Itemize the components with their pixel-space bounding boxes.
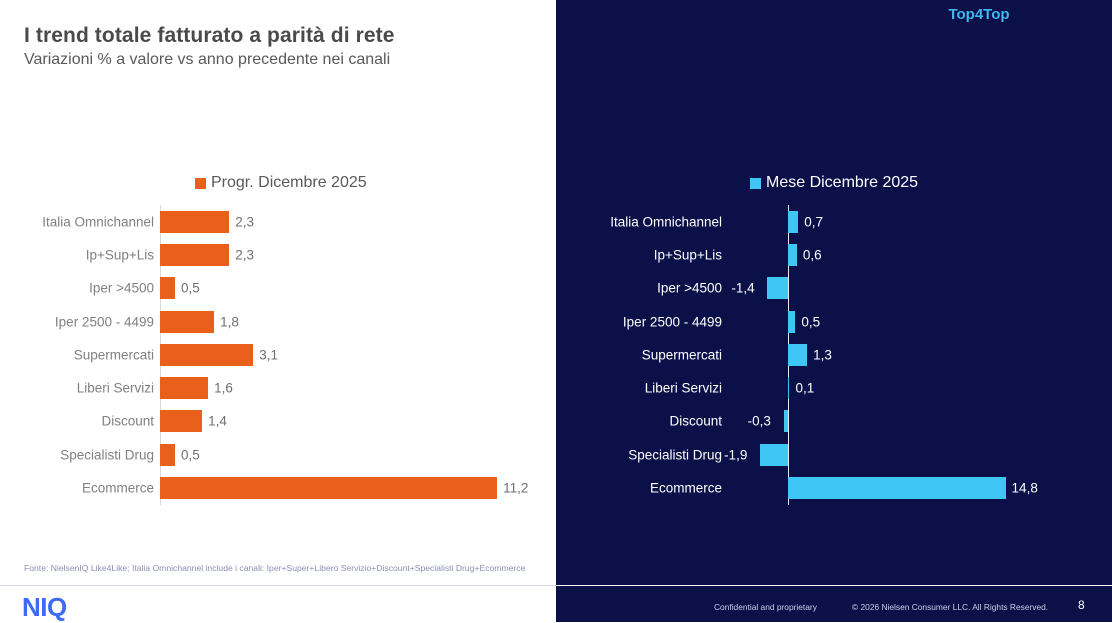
bar-category-label: Ip+Sup+Lis	[653, 247, 722, 263]
bar-value-label: 1,3	[813, 347, 832, 363]
footer-copyright: © 2026 Nielsen Consumer LLC. All Rights …	[852, 602, 1049, 612]
bar	[788, 210, 799, 233]
legend-progressivo: Progr. Dicembre 2025	[195, 174, 367, 192]
chart-row: Ip+Sup+Lis 2,3	[0, 238, 556, 271]
left-panel	[0, 0, 556, 622]
bar-value-label: 0,5	[181, 280, 200, 296]
bar-category-label: Iper >4500	[89, 280, 154, 296]
bar	[788, 477, 1006, 500]
bar	[788, 310, 796, 333]
chart-row: Iper 2500 - 4499 0,5	[556, 305, 1112, 338]
bar-category-label: Italia Omnichannel	[42, 214, 154, 230]
page-number: 8	[1078, 598, 1085, 612]
bar-category-label: Discount	[669, 413, 722, 429]
bar-value-label: 0,7	[804, 214, 824, 230]
page-subtitle: Variazioni % a valore vs anno precedente…	[24, 51, 391, 68]
page-title: I trend totale fatturato a parità di ret…	[24, 24, 395, 47]
bar-category-label: Italia Omnichannel	[610, 214, 722, 230]
chart-row: Ip+Sup+Lis 0,6	[556, 238, 1112, 271]
bar	[160, 377, 209, 400]
legend-mese: Mese Dicembre 2025	[750, 174, 918, 192]
chart-row: Iper >4500 0,5	[0, 272, 556, 305]
right-panel	[556, 0, 1112, 622]
bar	[783, 410, 788, 433]
bar-value-label: 14,8	[1011, 480, 1038, 496]
legend-label-mese: Mese Dicembre 2025	[766, 174, 919, 191]
chart-row: Liberi Servizi 0,1	[556, 371, 1112, 404]
bar	[160, 343, 254, 366]
bar-value-label: 0,1	[795, 380, 815, 396]
legend-label-progressivo: Progr. Dicembre 2025	[211, 174, 367, 191]
bar-category-label: Iper 2500 - 4499	[54, 314, 154, 330]
bar	[160, 410, 203, 433]
chart-row: Discount 1,4	[0, 405, 556, 438]
bar-value-label: 2,3	[235, 214, 254, 230]
bar	[160, 477, 498, 500]
chart-progressivo-dicembre: Italia Omnichannel 2,3 Ip+Sup+Lis 2,3 Iper >…	[0, 205, 556, 505]
chart-row: Ecommerce 11,2	[0, 471, 556, 504]
chart-mese-dicembre: Italia Omnichannel 0,7 Ip+Sup+Lis 0,6 Iper >…	[556, 205, 1112, 505]
bar-category-label: Supermercati	[641, 347, 722, 363]
bar-category-label: Ip+Sup+Lis	[85, 247, 154, 263]
footer-divider	[0, 585, 1112, 586]
bar	[160, 210, 230, 233]
bar-value-label: 0,5	[801, 314, 821, 330]
chart-row: Discount -0,3	[556, 405, 1112, 438]
bar-category-label: Specialisti Drug	[628, 447, 722, 463]
footer-confidential: Confidential and proprietary	[714, 602, 817, 612]
bar-category-label: Ecommerce	[81, 480, 154, 496]
bar-category-label: Iper 2500 - 4499	[622, 314, 722, 330]
bar-value-label: 11,2	[503, 480, 529, 496]
footer-divider-right-segment	[556, 585, 1112, 586]
chart-row: Specialisti Drug -1,9	[556, 438, 1112, 471]
bar-value-label: 1,6	[214, 380, 233, 396]
bar-value-label: 1,4	[208, 413, 227, 429]
source-note: Fonte: NielsenIQ Like4Like; Italia Omnic…	[24, 563, 526, 573]
bar-category-label: Supermercati	[73, 347, 154, 363]
bar-value-label: 0,5	[181, 447, 200, 463]
top4top-badge: Top4Top	[556, 6, 1112, 23]
bar	[760, 443, 788, 466]
chart-row: Supermercati 3,1	[0, 338, 556, 371]
bar	[788, 377, 790, 400]
bar	[160, 443, 176, 466]
bar-value-label: 1,8	[220, 314, 239, 330]
legend-swatch-orange-icon	[195, 177, 206, 189]
bar-category-label: Specialisti Drug	[60, 447, 154, 463]
bar-value-label: -0,3	[747, 413, 771, 429]
bar-value-label: -1,9	[724, 447, 748, 463]
bar	[160, 310, 215, 333]
chart-row: Italia Omnichannel 2,3	[0, 205, 556, 238]
legend-swatch-cyan-icon	[750, 177, 761, 189]
bar-value-label: 2,3	[235, 247, 254, 263]
bar	[788, 343, 808, 366]
niq-logo: NIQ	[22, 592, 67, 622]
bar	[160, 243, 230, 266]
chart-row: Liberi Servizi 1,6	[0, 371, 556, 404]
bar-value-label: -1,4	[731, 280, 755, 296]
bar-category-label: Iper >4500	[657, 280, 722, 296]
bar-value-label: 3,1	[259, 347, 279, 363]
bar	[160, 277, 176, 300]
chart-row: Iper 2500 - 4499 1,8	[0, 305, 556, 338]
chart-row: Italia Omnichannel 0,7	[556, 205, 1112, 238]
chart-row: Ecommerce 14,8	[556, 471, 1112, 504]
bar-category-label: Liberi Servizi	[76, 380, 154, 396]
bar-category-label: Ecommerce	[649, 480, 722, 496]
bar-value-label: 0,6	[802, 247, 822, 263]
chart-row: Specialisti Drug 0,5	[0, 438, 556, 471]
top4top-label: Top4Top	[948, 6, 1010, 23]
bar-category-label: Liberi Servizi	[644, 380, 722, 396]
bar-category-label: Discount	[101, 413, 154, 429]
bar	[788, 243, 797, 266]
chart-row: Supermercati 1,3	[556, 338, 1112, 371]
chart-row: Iper >4500 -1,4	[556, 272, 1112, 305]
bar	[767, 277, 788, 300]
